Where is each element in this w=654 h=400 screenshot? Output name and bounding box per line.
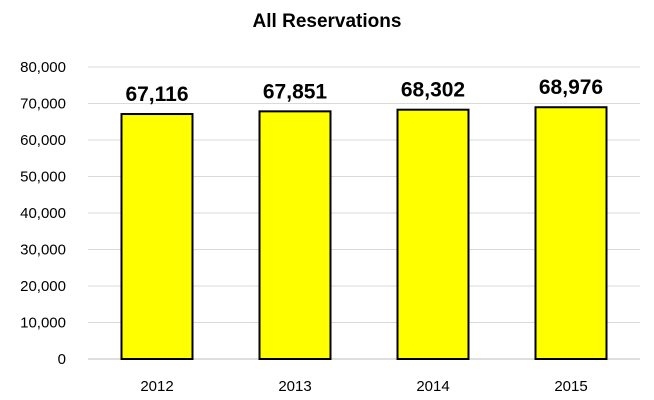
y-tick-label: 70,000 [20, 96, 66, 113]
bars [120, 106, 608, 361]
x-tick-label: 2014 [416, 378, 449, 395]
y-tick-label: 20,000 [20, 278, 66, 295]
data-label-2012: 67,116 [125, 83, 188, 106]
y-tick-label: 30,000 [20, 242, 66, 259]
x-axis-ticks: 2012 2013 2014 2015 [140, 378, 587, 395]
y-axis-ticks: 0 10,000 20,000 30,000 40,000 50,000 60,000 70,… [20, 59, 66, 368]
bar-2015 [534, 106, 608, 361]
data-label-2015: 68,976 [539, 76, 603, 99]
y-tick-label: 40,000 [20, 205, 66, 222]
x-tick-label: 2012 [140, 378, 173, 395]
chart-title: All Reservations [253, 11, 402, 32]
bar-2014 [396, 108, 470, 361]
y-tick-label: 10,000 [20, 315, 66, 332]
data-label-2014: 68,302 [401, 79, 465, 102]
bar-2012 [120, 113, 194, 361]
y-tick-label: 60,000 [20, 132, 66, 149]
y-tick-label: 0 [58, 351, 66, 368]
x-tick-label: 2013 [278, 378, 311, 395]
y-tick-label: 50,000 [20, 169, 66, 186]
data-label-2013: 67,851 [263, 80, 328, 103]
bar-2013 [258, 110, 332, 360]
data-labels: 67,116 67,851 68,302 68,976 [125, 76, 603, 106]
y-tick-label: 80,000 [20, 59, 66, 76]
x-tick-label: 2015 [554, 378, 587, 395]
